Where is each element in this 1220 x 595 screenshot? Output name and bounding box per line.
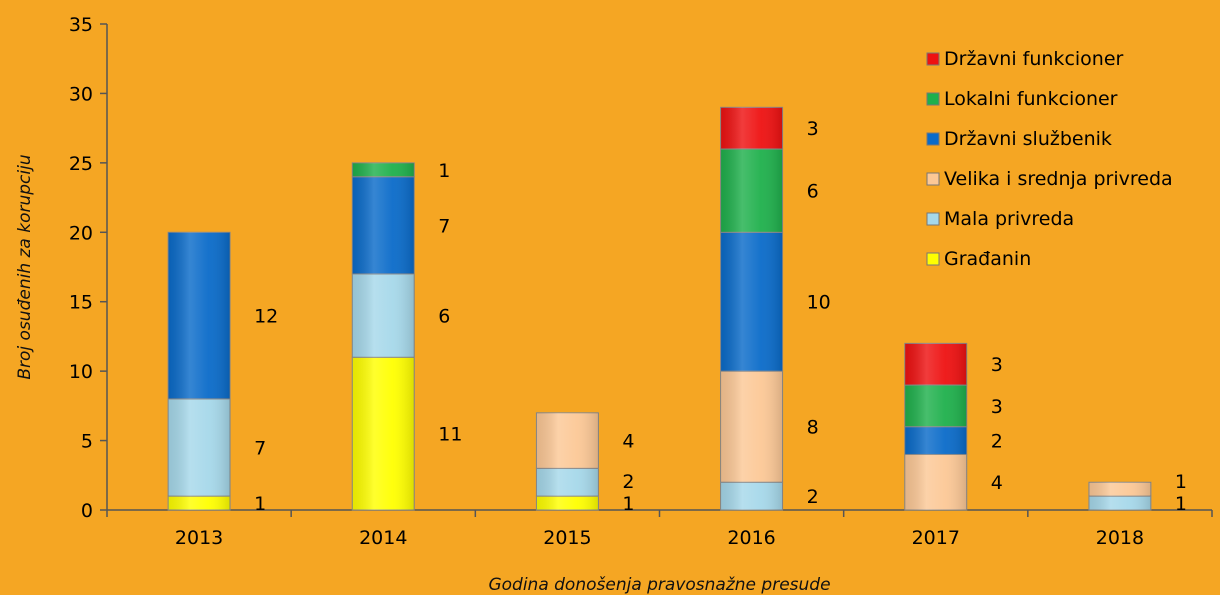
bar-segment-shine: [720, 232, 783, 372]
bar-segment-shine: [720, 107, 783, 149]
data-label: 4: [622, 431, 634, 453]
x-tick-label: 2018: [1096, 527, 1144, 549]
legend-label: Lokalni funkcioner: [944, 88, 1118, 110]
bar-segment-shine: [720, 148, 783, 233]
data-label: 4: [991, 472, 1003, 494]
x-tick-label: 2015: [543, 527, 591, 549]
bar-segment-shine: [536, 468, 599, 497]
y-tick-label: 30: [69, 83, 93, 105]
x-tick-label: 2016: [727, 527, 775, 549]
legend-label: Državni službenik: [944, 128, 1112, 150]
legend-swatch: [926, 52, 940, 66]
x-axis-title: Godina donošenja pravosnažne presude: [488, 575, 830, 595]
legend-label: Velika i srednja privreda: [944, 168, 1173, 190]
legend: Državni funkcioner Lokalni funkcioner Drža…: [926, 48, 1173, 270]
bar-segment-shine: [720, 371, 783, 483]
bar-segment-shine: [1088, 496, 1151, 510]
bar-segment-shine: [168, 232, 231, 399]
x-tick-label: 2013: [175, 527, 223, 549]
data-label: 12: [254, 306, 278, 328]
data-label: 1: [1175, 493, 1187, 515]
legend-swatch: [926, 212, 940, 226]
bar-segment-shine: [1088, 482, 1151, 497]
legend-label: Mala privreda: [944, 208, 1074, 230]
y-axis-title: Broj osuđenih za korupciju: [15, 154, 35, 379]
bar-segment-shine: [352, 273, 415, 358]
legend-label: Građanin: [944, 248, 1031, 270]
data-label: 3: [807, 118, 819, 140]
y-tick-label: 5: [81, 431, 93, 453]
y-tick-label: 15: [69, 292, 93, 314]
y-tick-label: 25: [69, 153, 93, 175]
bar-segment-shine: [720, 482, 783, 510]
data-label: 7: [438, 215, 450, 237]
bar-segment-shine: [536, 496, 599, 510]
data-label: 8: [807, 417, 819, 439]
y-tick-label: 10: [69, 361, 93, 383]
data-label: 7: [254, 438, 266, 460]
data-label: 6: [438, 306, 450, 328]
legend-label: Državni funkcioner: [944, 48, 1124, 70]
bar-segment-shine: [904, 454, 967, 510]
y-tick-label: 0: [81, 500, 93, 522]
y-tick-label: 35: [69, 14, 93, 36]
data-label: 2: [622, 471, 634, 493]
bar-segment-shine: [536, 412, 599, 469]
bar-segment-shine: [352, 357, 415, 510]
bar-segment-shine: [904, 343, 967, 386]
bar-segment-shine: [168, 398, 231, 497]
bar-segment-shine: [904, 385, 967, 427]
legend-swatch: [926, 252, 940, 266]
bar-segment-shine: [904, 426, 967, 455]
data-label: 3: [991, 396, 1003, 418]
x-tick-label: 2014: [359, 527, 407, 549]
data-label: 1: [438, 160, 450, 182]
data-label: 6: [807, 181, 819, 203]
data-label: 1: [622, 493, 634, 515]
x-tick-label: 2017: [912, 527, 960, 549]
legend-swatch: [926, 92, 940, 106]
axes: 0 5 10 15 20 25 30 35 2013 2014 2015 2016 2017 2018: [69, 14, 1213, 549]
data-label: 1: [254, 493, 266, 515]
data-label: 3: [991, 354, 1003, 376]
data-label: 1: [1175, 471, 1187, 493]
bar-segment-shine: [352, 162, 415, 177]
bars: [167, 106, 1152, 511]
data-label: 11: [438, 424, 462, 446]
bar-segment-shine: [352, 176, 415, 274]
y-tick-label: 20: [69, 222, 93, 244]
data-label: 2: [991, 431, 1003, 453]
legend-swatch: [926, 172, 940, 186]
bar-segment-shine: [168, 496, 231, 510]
data-label: 10: [807, 292, 831, 314]
legend-swatch: [926, 132, 940, 146]
data-label: 2: [807, 486, 819, 508]
